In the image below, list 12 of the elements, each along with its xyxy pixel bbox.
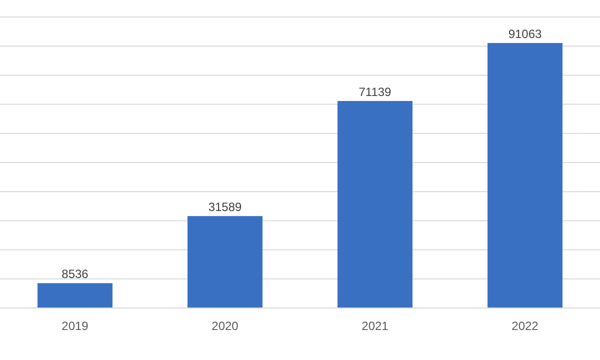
bar: [38, 283, 112, 308]
bar: [188, 216, 262, 308]
x-tick-label: 2019: [62, 319, 89, 333]
x-tick-label: 2022: [512, 319, 539, 333]
data-label: 71139: [358, 84, 392, 99]
bar: [338, 100, 412, 308]
x-tick-label: 2020: [212, 319, 239, 333]
data-label: 31589: [208, 200, 242, 214]
bar: [488, 43, 562, 308]
data-label: 8536: [62, 267, 89, 282]
x-tick-label: 2021: [362, 319, 389, 333]
data-label: 91063: [508, 27, 542, 42]
